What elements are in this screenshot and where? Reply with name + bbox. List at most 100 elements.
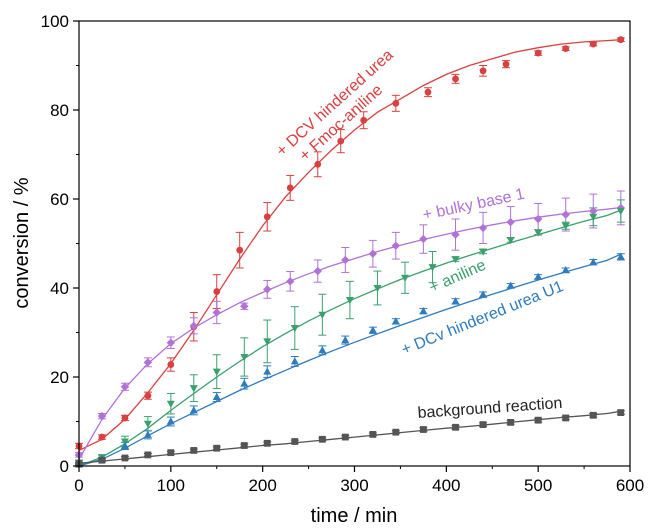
data-point-1 bbox=[561, 210, 570, 219]
data-point-0 bbox=[286, 184, 294, 192]
data-point-4 bbox=[419, 426, 427, 433]
data-point-1 bbox=[419, 234, 428, 244]
data-point-2 bbox=[589, 213, 598, 221]
fit-curve-0 bbox=[78, 39, 621, 451]
y-tick-label: 60 bbox=[50, 190, 69, 209]
data-point-3 bbox=[451, 297, 460, 305]
data-point-1 bbox=[212, 308, 221, 317]
data-point-2 bbox=[451, 256, 460, 264]
x-tick-label: 600 bbox=[616, 476, 644, 495]
data-point-2 bbox=[479, 248, 488, 256]
data-point-0 bbox=[236, 246, 244, 254]
data-point-3 bbox=[318, 346, 327, 354]
data-point-2 bbox=[561, 222, 570, 230]
data-point-0 bbox=[589, 40, 597, 48]
data-point-3 bbox=[419, 306, 428, 315]
data-point-2 bbox=[506, 236, 515, 245]
data-point-4 bbox=[144, 451, 152, 459]
data-point-4 bbox=[318, 435, 326, 443]
y-axis-title: conversion / % bbox=[11, 177, 33, 308]
data-point-0 bbox=[167, 361, 175, 368]
data-point-0 bbox=[424, 88, 432, 96]
data-point-3 bbox=[240, 379, 249, 387]
x-tick-label: 100 bbox=[157, 476, 185, 495]
data-point-0 bbox=[314, 160, 322, 168]
data-point-1 bbox=[286, 277, 295, 286]
data-point-0 bbox=[534, 49, 542, 57]
data-point-0 bbox=[213, 288, 221, 295]
data-point-1 bbox=[368, 249, 378, 258]
data-point-4 bbox=[452, 423, 459, 431]
data-point-4 bbox=[562, 414, 570, 422]
data-point-4 bbox=[263, 439, 271, 447]
data-point-4 bbox=[392, 428, 400, 436]
data-point-0 bbox=[617, 36, 625, 44]
data-point-3 bbox=[561, 266, 570, 274]
annotations: + DCV hindered urea + Fmoc-aniline + bul… bbox=[273, 43, 566, 422]
data-point-0 bbox=[479, 67, 487, 75]
data-point-1 bbox=[313, 266, 322, 276]
y-tick-label: 0 bbox=[60, 457, 69, 476]
data-point-0 bbox=[98, 433, 106, 441]
x-tick-label: 0 bbox=[74, 476, 83, 495]
data-point-4 bbox=[479, 421, 487, 429]
data-point-3 bbox=[120, 441, 129, 449]
y-tick-label: 80 bbox=[50, 101, 69, 120]
data-point-2 bbox=[143, 420, 152, 428]
annotation-dcv-line: + DCV hindered urea bbox=[273, 46, 396, 160]
data-point-4 bbox=[98, 456, 106, 464]
data-point-3 bbox=[166, 417, 175, 425]
data-point-2 bbox=[534, 229, 543, 237]
x-tick-label: 500 bbox=[524, 476, 552, 495]
x-tick-label: 200 bbox=[248, 476, 276, 495]
data-point-0 bbox=[502, 60, 510, 68]
data-point-0 bbox=[360, 116, 368, 124]
data-point-1 bbox=[143, 358, 153, 367]
data-point-4 bbox=[121, 454, 129, 462]
data-point-2 bbox=[318, 311, 327, 319]
data-point-2 bbox=[212, 368, 221, 376]
data-point-2 bbox=[290, 325, 299, 333]
x-axis-title: time / min bbox=[311, 505, 398, 527]
data-point-1 bbox=[589, 206, 598, 216]
data-point-2 bbox=[263, 338, 272, 346]
data-point-4 bbox=[167, 449, 175, 457]
y-tick-label: 100 bbox=[41, 12, 69, 31]
annotation-aniline: + aniline bbox=[427, 257, 489, 297]
axes: 0 100 200 300 400 500 600 0 20 40 60 80 100 bbox=[41, 12, 645, 495]
data-point-1 bbox=[97, 411, 107, 421]
data-point-4 bbox=[589, 411, 597, 419]
data-point-4 bbox=[507, 418, 515, 426]
data-point-1 bbox=[478, 223, 488, 233]
data-point-3 bbox=[506, 281, 515, 289]
data-point-4 bbox=[190, 447, 198, 454]
data-markers bbox=[74, 36, 626, 468]
data-point-3 bbox=[391, 317, 400, 325]
x-tick-label: 400 bbox=[432, 476, 460, 495]
data-point-0 bbox=[144, 392, 152, 400]
data-point-2 bbox=[428, 264, 437, 272]
data-point-2 bbox=[616, 208, 625, 216]
annotation-dcv-fmoc: + DCV hindered urea + Fmoc-aniline bbox=[273, 43, 412, 174]
data-point-1 bbox=[391, 241, 401, 250]
annotation-dcv-u1: + DCv hindered urea U1 bbox=[399, 278, 566, 359]
data-point-2 bbox=[345, 297, 354, 305]
data-point-0 bbox=[121, 414, 129, 422]
data-point-4 bbox=[240, 442, 248, 449]
x-tick-label: 300 bbox=[340, 476, 368, 495]
y-tick-label: 20 bbox=[50, 368, 69, 387]
data-point-2 bbox=[401, 274, 410, 282]
data-point-1 bbox=[451, 230, 460, 239]
data-point-4 bbox=[369, 431, 377, 438]
data-point-3 bbox=[479, 290, 488, 298]
data-point-4 bbox=[213, 444, 221, 452]
data-point-3 bbox=[616, 252, 625, 260]
data-point-2 bbox=[166, 400, 175, 408]
data-point-1 bbox=[189, 321, 198, 331]
data-point-3 bbox=[189, 406, 198, 414]
data-point-1 bbox=[120, 382, 130, 391]
data-point-3 bbox=[368, 326, 377, 334]
data-point-3 bbox=[534, 272, 543, 280]
data-point-1 bbox=[341, 255, 350, 265]
